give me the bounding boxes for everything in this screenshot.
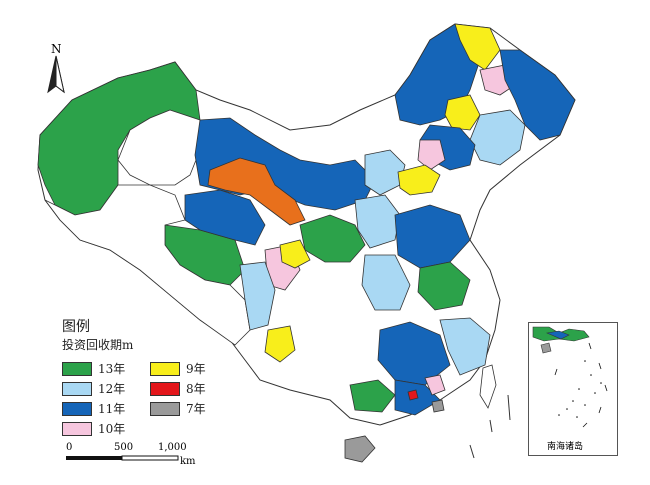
legend-item: 8年 — [150, 380, 206, 397]
legend-item-label: 9年 — [186, 362, 206, 376]
region-central-yellow — [279, 239, 311, 269]
region-south-red — [407, 389, 419, 401]
region-xinjiang-center — [117, 109, 201, 186]
legend-item-label: 13年 — [98, 362, 126, 376]
region-central-lightblue-2 — [361, 254, 411, 311]
legend-item: 7年 — [150, 400, 206, 417]
region-west-lightblue — [239, 261, 276, 331]
region-south-gray — [431, 399, 445, 413]
map-legend: 图例 投资回收期m 13年 9年 12年 8年 11年 7年 10年 — [58, 316, 238, 446]
legend-swatch — [150, 381, 180, 396]
region-sw-yellow — [264, 325, 296, 363]
region-south-pink — [424, 374, 446, 396]
region-north-yellow — [397, 164, 441, 196]
region-taiwan — [479, 364, 497, 409]
region-central-lightblue — [354, 194, 401, 249]
scale-bar: 0 500 1,000 km — [62, 442, 202, 472]
legend-swatch — [62, 381, 92, 396]
legend-item-label: 11年 — [98, 402, 126, 416]
legend-item-label: 8年 — [186, 382, 206, 396]
legend-swatch — [150, 361, 180, 376]
legend-item-label: 12年 — [98, 382, 126, 396]
region-hainan — [344, 435, 376, 463]
legend-item: 12年 — [62, 380, 125, 397]
north-arrow: N — [44, 42, 68, 98]
region-central-green — [299, 214, 366, 263]
region-central-green-2 — [417, 261, 471, 311]
region-south-lightblue — [439, 317, 491, 376]
inset-map — [532, 326, 608, 428]
legend-swatch — [62, 421, 92, 436]
scale-tick-label: 500 — [114, 442, 134, 453]
region-south-blue — [377, 321, 451, 386]
region-northeast-pink-2 — [417, 139, 446, 171]
inset-label: 南海诸岛 — [547, 442, 584, 452]
scale-unit: km — [180, 456, 196, 467]
legend-item: 9年 — [150, 360, 206, 377]
legend-item: 10年 — [62, 420, 125, 437]
region-central-blue — [394, 204, 471, 269]
legend-item-label: 10年 — [98, 422, 126, 436]
south-sea-inset: 南海诸岛 — [528, 322, 618, 456]
scale-bar-graphic — [66, 455, 179, 461]
legend-subtitle: 投资回收期m — [62, 338, 134, 352]
north-label: N — [51, 42, 62, 56]
north-arrow-icon — [47, 55, 65, 94]
legend-item: 13年 — [62, 360, 125, 377]
region-north-blue-2 — [184, 189, 266, 246]
legend-swatch — [62, 361, 92, 376]
region-northeast-yellow-2 — [444, 94, 481, 131]
legend-item-label: 7年 — [186, 402, 206, 416]
legend-item: 11年 — [62, 400, 125, 417]
region-orange — [207, 157, 306, 226]
legend-swatch — [62, 401, 92, 416]
legend-title: 图例 — [62, 319, 90, 335]
region-northeast-blue-2 — [499, 49, 576, 141]
scale-tick-label: 1,000 — [158, 442, 187, 453]
scale-tick-label: 0 — [66, 442, 73, 453]
region-tibet — [44, 184, 251, 346]
region-south-green — [349, 379, 396, 413]
legend-swatch — [150, 401, 180, 416]
